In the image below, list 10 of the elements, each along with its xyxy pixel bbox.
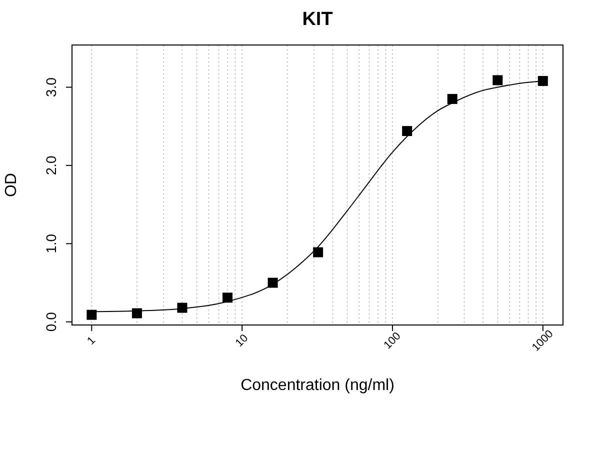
y-axis-title: OD bbox=[3, 173, 20, 197]
x-tick-label: 100 bbox=[382, 330, 404, 352]
y-tick-label: 3.0 bbox=[43, 77, 59, 97]
x-tick-label: 10 bbox=[233, 332, 251, 350]
y-tick-label: 0.0 bbox=[43, 312, 59, 332]
x-tick-label: 1 bbox=[85, 334, 98, 348]
x-axis-title: Concentration (ng/ml) bbox=[240, 377, 394, 394]
y-tick-label: 1.0 bbox=[43, 234, 59, 254]
y-tick-label: 2.0 bbox=[43, 156, 59, 176]
chart-title: KIT bbox=[302, 9, 334, 30]
